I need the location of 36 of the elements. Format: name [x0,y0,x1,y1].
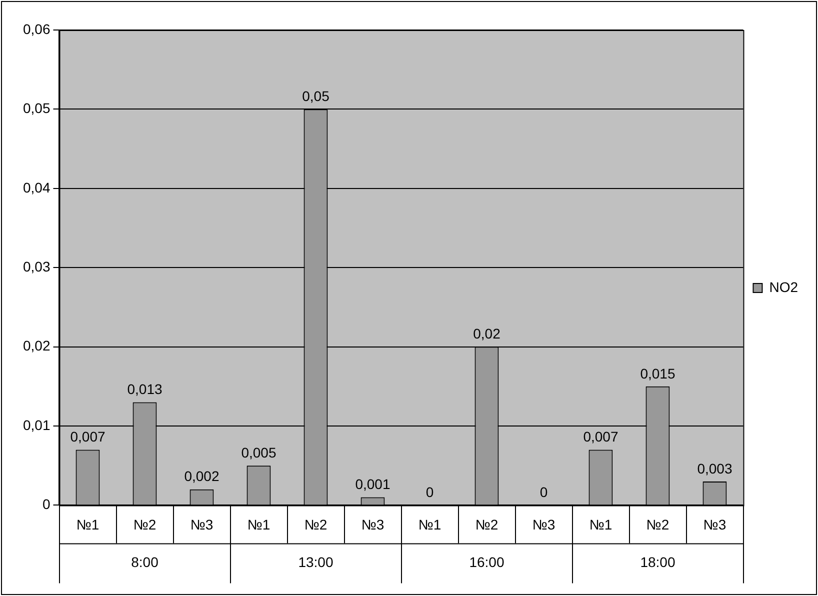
data-label: 0,015 [640,365,676,382]
x-tick-label: №2 [304,516,328,532]
x-tick-label: №2 [646,516,670,532]
y-tick-label: 0,06 [23,20,50,37]
data-label: 0,002 [184,468,220,484]
x-tick-label: №3 [190,516,214,532]
x-tick-label: №3 [361,516,384,532]
data-label: 0,007 [70,428,106,445]
y-tick-label: 0,02 [23,338,50,354]
x-tick-label: №3 [532,516,556,532]
data-label: 0,05 [302,88,330,104]
y-tick-label: 0,01 [23,416,50,433]
text: 18:00 [640,554,676,570]
x-tick-label: №1 [76,516,100,532]
x-tick-label: №2 [475,516,498,532]
y-tick-label: 0,04 [23,179,50,196]
x-tick-label: №2 [133,516,156,532]
text: 13:00 [298,554,334,570]
text: 16:00 [469,554,504,570]
data-label: 0,013 [127,381,162,398]
y-tick-label: 0,05 [23,100,50,116]
x-tick-label: №3 [703,516,726,532]
data-label: 0,02 [473,326,501,342]
data-label: 0,005 [241,444,276,460]
y-tick-label: 0 [42,496,50,512]
y-tick-label: 0,03 [23,258,50,274]
legend-label: NO2 [769,278,798,295]
data-label: 0,007 [583,428,618,445]
x-tick-label: №1 [247,516,270,532]
x-tick-label: №1 [589,516,612,532]
data-label: 0,001 [355,476,390,492]
data-label: 0 [426,484,434,500]
x-tick-label: №1 [418,516,442,532]
text: 8:00 [131,554,159,570]
data-label: 0 [540,484,548,500]
data-label: 0,003 [697,460,732,476]
